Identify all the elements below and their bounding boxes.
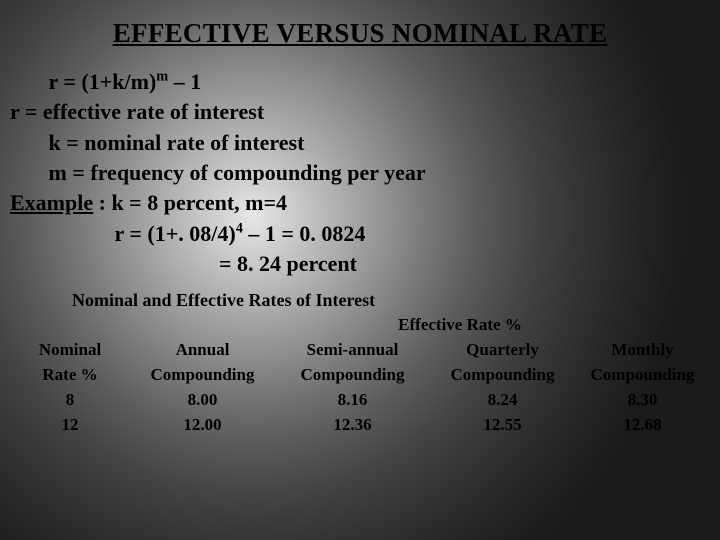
effective-rate-label: Effective Rate % (210, 315, 710, 335)
hdr-annual-2: Compounding (130, 362, 275, 387)
hdr-quarterly-2: Compounding (430, 362, 575, 387)
formula-line: r = (1+k/m)m – 1 (10, 67, 710, 97)
hdr-nominal-2: Rate % (10, 362, 130, 387)
hdr-semi-2: Compounding (275, 362, 430, 387)
ex-calc-post: – 1 = 0. 0824 (243, 221, 366, 246)
example-rest: : k = 8 percent, m=4 (93, 190, 287, 215)
cell-quarterly: 12.55 (430, 412, 575, 437)
table-row: 12 12.00 12.36 12.55 12.68 (10, 412, 710, 437)
hdr-monthly-2: Compounding (575, 362, 710, 387)
cell-monthly: 12.68 (575, 412, 710, 437)
cell-monthly: 8.30 (575, 387, 710, 412)
table-header-row-1: Nominal Annual Semi-annual Quarterly Mon… (10, 337, 710, 362)
def-k: k = nominal rate of interest (10, 128, 710, 158)
def-r: r = effective rate of interest (10, 97, 710, 127)
hdr-quarterly-1: Quarterly (430, 337, 575, 362)
formula-sup: m (156, 69, 168, 85)
def-m: m = frequency of compounding per year (10, 158, 710, 188)
hdr-nominal-1: Nominal (10, 337, 130, 362)
cell-semi: 8.16 (275, 387, 430, 412)
slide: EFFECTIVE VERSUS NOMINAL RATE r = (1+k/m… (0, 0, 720, 540)
table-head: Nominal Annual Semi-annual Quarterly Mon… (10, 337, 710, 388)
table-header-row-2: Rate % Compounding Compounding Compoundi… (10, 362, 710, 387)
cell-nominal: 8 (10, 387, 130, 412)
rates-table: Nominal Annual Semi-annual Quarterly Mon… (10, 337, 710, 438)
ex-calc-pre: r = (1+. 08/4) (10, 221, 236, 246)
example-calc: r = (1+. 08/4)4 – 1 = 0. 0824 (10, 219, 710, 249)
cell-semi: 12.36 (275, 412, 430, 437)
hdr-semi-1: Semi-annual (275, 337, 430, 362)
table-row: 8 8.00 8.16 8.24 8.30 (10, 387, 710, 412)
hdr-annual-1: Annual (130, 337, 275, 362)
table-subheader: Nominal and Effective Rates of Interest (72, 290, 710, 311)
formula-post: – 1 (168, 69, 201, 94)
cell-quarterly: 8.24 (430, 387, 575, 412)
table-body: 8 8.00 8.16 8.24 8.30 12 12.00 12.36 12.… (10, 387, 710, 438)
cell-annual: 8.00 (130, 387, 275, 412)
slide-title: EFFECTIVE VERSUS NOMINAL RATE (10, 18, 710, 49)
example-label: Example (10, 190, 93, 215)
cell-nominal: 12 (10, 412, 130, 437)
cell-annual: 12.00 (130, 412, 275, 437)
body-text: r = (1+k/m)m – 1 r = effective rate of i… (10, 67, 710, 280)
example-line: Example : k = 8 percent, m=4 (10, 188, 710, 218)
formula-pre: r = (1+k/m) (10, 69, 156, 94)
hdr-monthly-1: Monthly (575, 337, 710, 362)
ex-calc-sup: 4 (236, 220, 243, 236)
example-result: = 8. 24 percent (10, 249, 710, 279)
